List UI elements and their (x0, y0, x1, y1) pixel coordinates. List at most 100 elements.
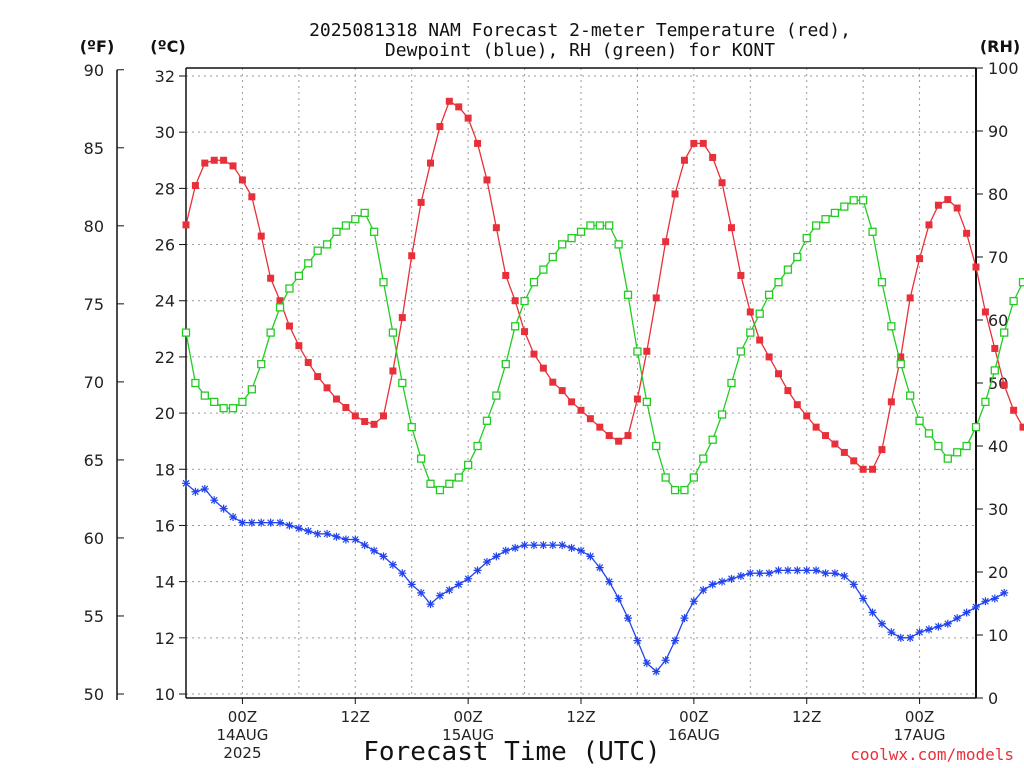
dewpoint-point (586, 552, 595, 561)
rh-point (595, 221, 604, 230)
dewpoint-point (755, 569, 764, 578)
chart-title-line2: Dewpoint (blue), RH (green) for KONT (385, 40, 775, 61)
rh-point (736, 347, 746, 356)
temperature-point (380, 412, 387, 420)
c-tick-label: 28 (155, 179, 175, 198)
rh-point (746, 328, 755, 337)
rh-point (849, 196, 858, 205)
x-tick-label: 14AUG (216, 726, 268, 744)
dewpoint-point (341, 535, 350, 544)
temperature-point (690, 139, 698, 147)
rh-point (332, 227, 341, 236)
dewpoint-point (924, 625, 933, 634)
temperature-point (916, 255, 924, 263)
rh-tick-label: 60 (988, 311, 1008, 330)
dewpoint-point (671, 636, 680, 645)
rh-point (351, 215, 360, 224)
temperature-point (869, 465, 877, 473)
rh-point (868, 227, 877, 236)
rh-point (463, 460, 473, 470)
rh-point (811, 221, 821, 230)
temperature-point (398, 314, 406, 322)
rh-markers (181, 196, 1024, 495)
temperature-point (445, 97, 453, 105)
temperature-point (605, 432, 613, 440)
rh-tick-label: 40 (988, 437, 1008, 456)
temperature-point (539, 364, 547, 372)
dewpoint-point (548, 541, 557, 550)
rh-point (322, 240, 332, 249)
f-tick-label: 65 (84, 451, 104, 470)
temperature-point (361, 418, 369, 426)
dewpoint-point (981, 597, 990, 606)
dewpoint-point (802, 566, 811, 575)
dewpoint-point (1000, 588, 1009, 597)
dewpoint-point (567, 543, 576, 552)
temperature-point (756, 336, 764, 344)
temperature-point (878, 446, 886, 454)
temperature-point (1000, 381, 1008, 389)
dewpoint-point (577, 546, 585, 555)
temperature-point (793, 401, 801, 409)
rh-point (661, 473, 670, 482)
rh-point (426, 479, 435, 488)
temperature-point (746, 308, 754, 316)
dewpoint-point (642, 659, 651, 668)
temperature-point (803, 412, 811, 420)
source-credit[interactable]: coolwx.com/models (850, 745, 1014, 764)
dewpoint-point (238, 518, 247, 527)
temperature-point (775, 370, 782, 378)
dewpoint-point (501, 546, 510, 555)
c-tick-label: 24 (155, 292, 175, 311)
temperature-point (577, 406, 585, 414)
temperature-point (558, 387, 566, 395)
temperature-point (596, 423, 604, 431)
x-tick-label: 12Z (792, 708, 821, 726)
rh-point (652, 441, 661, 451)
rh-point (614, 240, 623, 249)
rh-point (511, 322, 520, 331)
rh-point (981, 397, 990, 407)
temperature-point (963, 229, 971, 237)
temperature-point (276, 297, 284, 305)
dewpoint-point (435, 591, 444, 600)
rh-point (275, 303, 285, 312)
temperature-point (850, 457, 858, 465)
temperature-point (210, 156, 218, 164)
rh-point (379, 278, 388, 287)
temperature-point (1010, 406, 1018, 414)
temperature-point (408, 252, 416, 260)
dewpoint-point (266, 518, 275, 527)
c-tick-label: 30 (155, 123, 175, 142)
c-tick-label: 16 (155, 516, 175, 535)
dewpoint-point (210, 496, 219, 505)
c-tick-label: 22 (155, 348, 175, 367)
dewpoint-point (793, 566, 802, 575)
temperature-point (925, 221, 933, 229)
temperature-point (831, 440, 839, 448)
temperature-point (521, 328, 529, 336)
c-tick-label: 14 (155, 573, 175, 592)
rh-point (445, 479, 454, 488)
dewpoint-point (736, 572, 745, 581)
chart-title-line1: 2025081318 NAM Forecast 2-meter Temperat… (309, 20, 851, 41)
rh-point (605, 221, 614, 230)
f-tick-label: 55 (84, 607, 104, 626)
dewpoint-point (191, 487, 200, 496)
rh-tick-label: 20 (988, 563, 1008, 582)
dewpoint-point (859, 594, 868, 603)
dewpoint-point (229, 513, 238, 522)
temperature-point (417, 198, 425, 206)
rh-tick-label: 30 (988, 500, 1008, 519)
rh-point (567, 233, 576, 243)
dewpoint-point (774, 566, 783, 575)
temperature-point (633, 395, 641, 403)
temperature-line (185, 100, 1024, 470)
temperature-point (182, 221, 190, 229)
rh-point (482, 416, 492, 425)
temperature-point (549, 378, 557, 386)
rh-point (680, 485, 689, 495)
rh-point (304, 259, 313, 268)
axis-label-rh: (RH) (980, 37, 1020, 56)
dewpoint-point (454, 580, 463, 589)
